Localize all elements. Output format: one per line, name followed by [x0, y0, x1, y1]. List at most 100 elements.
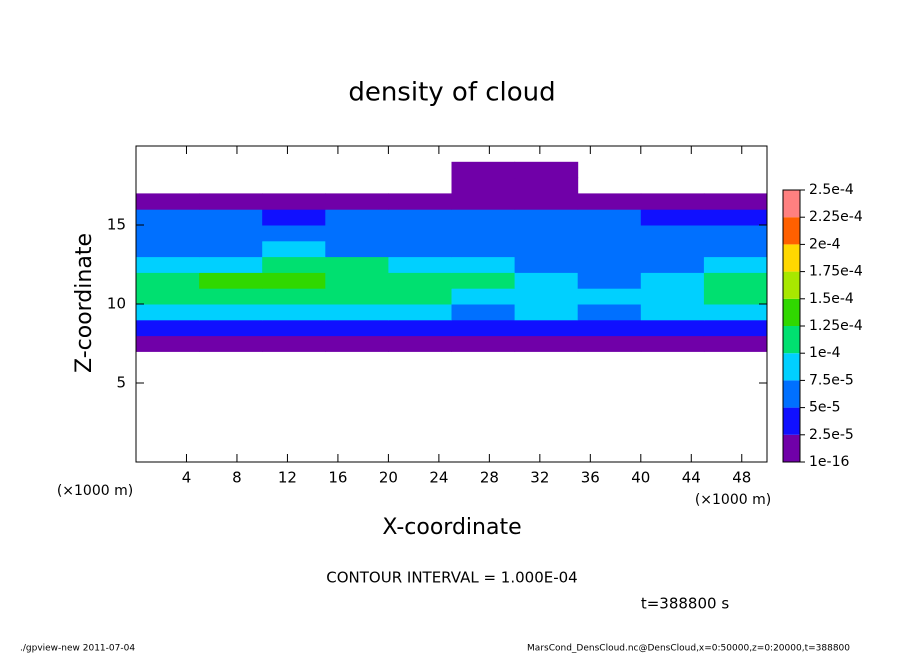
density-cell: [136, 335, 200, 352]
density-cell: [640, 240, 705, 258]
time-label: t=388800 s: [641, 595, 729, 613]
density-cell: [388, 272, 452, 289]
density-cell: [703, 319, 768, 337]
density-cell: [640, 288, 705, 305]
colorbar-label: 2.5e-4: [809, 182, 854, 198]
density-cell: [262, 225, 326, 242]
x-tick-label: 8: [232, 469, 242, 487]
density-cell: [136, 225, 200, 242]
density-cell: [325, 304, 389, 321]
y-axis-label: Z-coordinate: [72, 233, 97, 373]
density-cell: [199, 256, 263, 273]
density-cell: [514, 335, 579, 352]
density-cell: [199, 335, 263, 352]
density-cell: [577, 225, 642, 242]
density-cell: [640, 209, 705, 226]
colorbar-swatch: [783, 271, 800, 299]
density-cell: [325, 319, 389, 337]
density-cell: [325, 225, 389, 242]
density-cell: [703, 256, 768, 273]
density-cell: [514, 256, 579, 273]
density-cell: [325, 288, 389, 305]
density-cell: [136, 304, 200, 321]
density-cell: [451, 193, 516, 210]
density-cell: [514, 177, 579, 194]
density-cell: [451, 335, 516, 352]
density-cell: [136, 288, 200, 305]
colorbar-label: 1e-16: [809, 454, 849, 470]
density-cell: [388, 319, 452, 337]
density-cell: [388, 193, 452, 210]
density-cell: [262, 304, 326, 321]
colorbar-swatch: [783, 190, 800, 218]
density-cell: [262, 335, 326, 352]
x-tick-label: 16: [328, 469, 347, 487]
density-cell: [388, 240, 452, 258]
x-axis-label: X-coordinate: [382, 515, 521, 540]
density-cell: [325, 193, 389, 210]
colorbar-swatch: [783, 244, 800, 272]
colorbar-swatch: [783, 326, 800, 354]
density-cell: [451, 225, 516, 242]
density-cell: [577, 272, 642, 289]
x-tick-label: 24: [429, 469, 448, 487]
density-cell: [703, 272, 768, 289]
unit-label: (×1000 m): [57, 483, 133, 499]
density-cell: [388, 288, 452, 305]
density-cell: [262, 272, 326, 289]
chart-title: density of cloud: [348, 78, 555, 108]
density-cell: [640, 225, 705, 242]
y-tick-label: 10: [107, 295, 126, 313]
density-cell: [640, 256, 705, 273]
density-cell: [577, 335, 642, 352]
y-tick-label: 15: [107, 216, 126, 234]
x-tick-label: 48: [732, 469, 751, 487]
colorbar-label: 5e-5: [809, 400, 840, 416]
density-cell: [514, 193, 579, 210]
density-cell: [199, 288, 263, 305]
density-cell: [199, 193, 263, 210]
density-cell: [388, 256, 452, 273]
density-cell: [262, 240, 326, 258]
x-tick-label: 20: [379, 469, 398, 487]
density-cell: [703, 193, 768, 210]
density-cell: [514, 225, 579, 242]
density-cell: [703, 225, 768, 242]
x-tick-label: 12: [278, 469, 297, 487]
density-cell: [199, 209, 263, 226]
density-cell: [325, 335, 389, 352]
colorbar-label: 1.5e-4: [809, 291, 854, 307]
colorbar-swatch: [783, 434, 800, 462]
density-cell: [136, 256, 200, 273]
density-cell: [325, 272, 389, 289]
colorbar-swatch: [783, 217, 800, 245]
colorbar-label: 2.25e-4: [809, 209, 863, 225]
density-cell: [136, 240, 200, 258]
density-cell: [388, 304, 452, 321]
density-cell: [514, 240, 579, 258]
density-cell: [577, 304, 642, 321]
density-cell: [388, 225, 452, 242]
density-cell: [388, 209, 452, 226]
density-cell: [451, 288, 516, 305]
density-cell: [262, 209, 326, 226]
colorbar-label: 1e-4: [809, 345, 841, 361]
density-cell: [199, 319, 263, 337]
density-cell: [703, 288, 768, 305]
density-cell: [577, 240, 642, 258]
density-cell: [451, 272, 516, 289]
x-tick-label: 4: [182, 469, 192, 487]
density-cell: [451, 256, 516, 273]
density-cell: [451, 177, 516, 194]
density-cell: [640, 304, 705, 321]
footer-right: MarsCond_DensCloud.nc@DensCloud,x=0:5000…: [527, 644, 850, 654]
density-cell: [640, 272, 705, 289]
density-cell: [640, 335, 705, 352]
density-cell: [136, 272, 200, 289]
density-cell: [388, 335, 452, 352]
density-cell: [451, 161, 516, 179]
x-tick-label: 36: [581, 469, 600, 487]
colorbar-label: 7.5e-5: [809, 372, 854, 388]
density-cell: [514, 209, 579, 226]
